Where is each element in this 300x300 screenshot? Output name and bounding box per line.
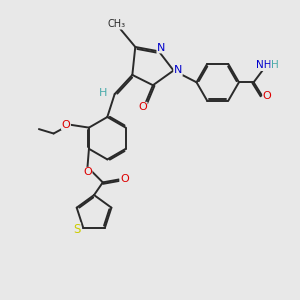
Text: H: H [99, 88, 108, 98]
Text: O: O [61, 120, 70, 130]
Text: N: N [157, 43, 165, 53]
Text: O: O [83, 167, 92, 177]
Text: NH: NH [256, 61, 272, 70]
Text: H: H [271, 61, 279, 70]
Text: O: O [120, 174, 129, 184]
Text: CH₃: CH₃ [107, 19, 125, 29]
Text: N: N [174, 65, 182, 76]
Text: O: O [263, 91, 272, 100]
Text: S: S [73, 223, 80, 236]
Text: O: O [138, 102, 147, 112]
